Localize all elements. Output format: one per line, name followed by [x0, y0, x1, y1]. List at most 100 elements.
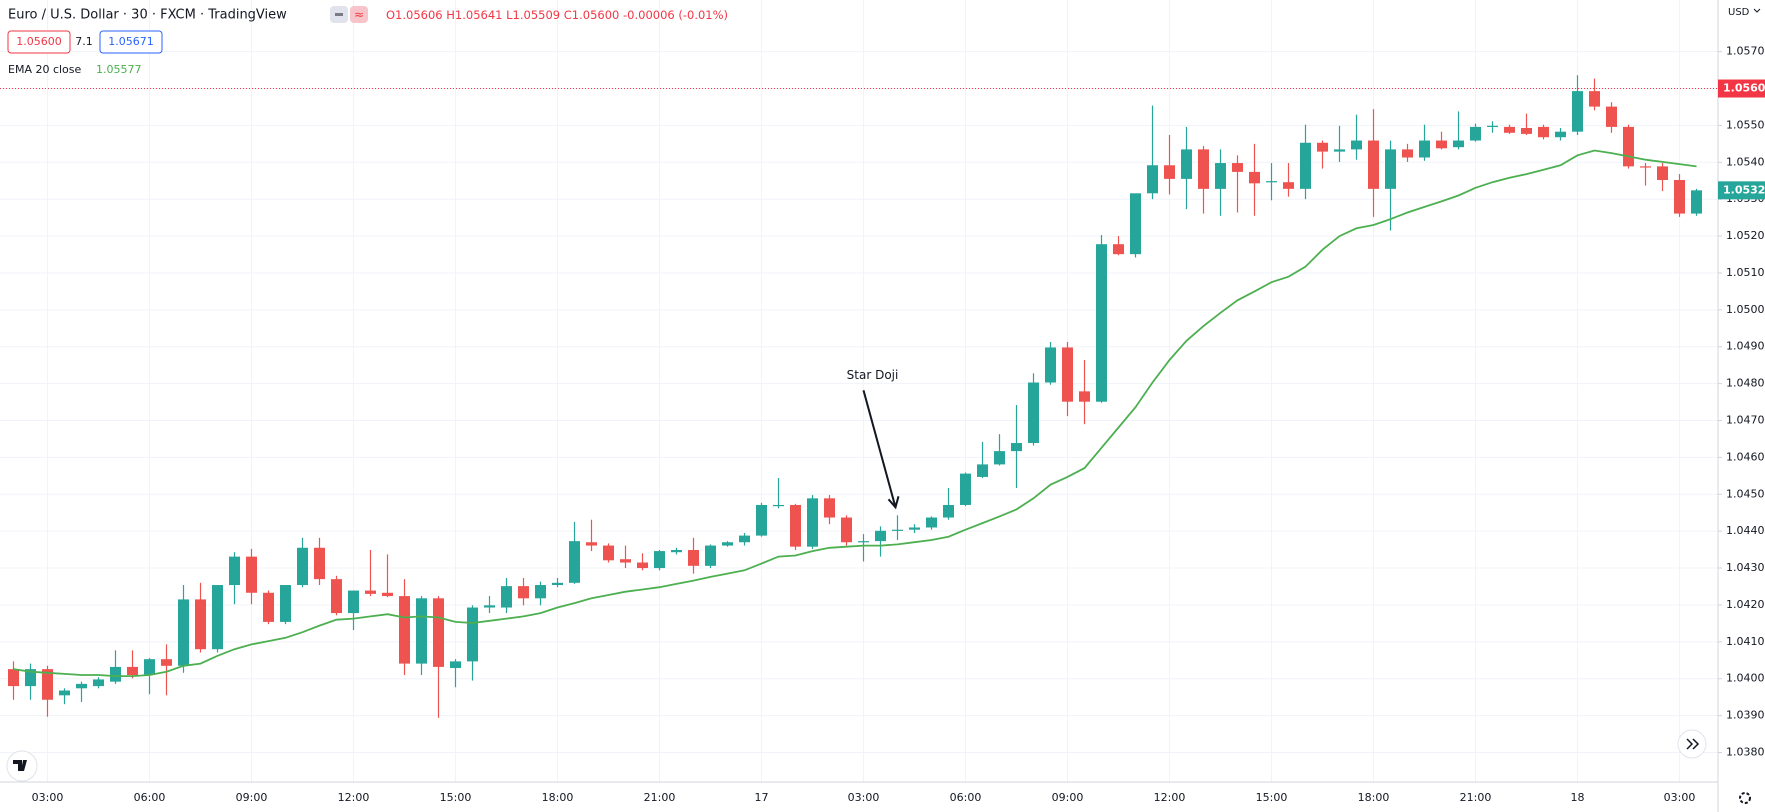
candle-body: [977, 464, 988, 477]
candle-body: [297, 547, 308, 586]
candle-body: [1436, 140, 1447, 149]
y-tick-label: 1.04000: [1726, 672, 1765, 685]
candle-body: [654, 551, 665, 569]
candle-body: [1079, 391, 1090, 402]
ohlc-low: L1.05509: [506, 8, 560, 22]
candle-body: [1572, 91, 1583, 132]
y-tick-label: 1.04100: [1726, 635, 1765, 648]
ohlc-high: H1.05641: [446, 8, 502, 22]
y-tick-label: 1.05100: [1726, 266, 1765, 279]
candle-body: [127, 666, 138, 676]
x-tick-label: 03:00: [1664, 791, 1696, 804]
y-tick-label: 1.04400: [1726, 524, 1765, 537]
x-tick-label: 09:00: [236, 791, 268, 804]
price-label-box: [1718, 181, 1765, 200]
candle-body: [1555, 131, 1566, 138]
y-tick-label: 1.04200: [1726, 598, 1765, 611]
candle-body: [688, 549, 699, 566]
currency-caret[interactable]: [1753, 8, 1761, 13]
candle-body: [1249, 171, 1260, 184]
candle-body: [1691, 190, 1702, 214]
candle-body: [195, 599, 206, 650]
grid: [0, 0, 1718, 782]
candle-body: [552, 582, 563, 586]
candle-body: [603, 545, 614, 561]
candle-body: [1589, 91, 1600, 107]
ask-box[interactable]: [99, 30, 163, 54]
ema-line: [13, 149, 1697, 677]
candle-body: [450, 661, 461, 669]
x-tick-label: 15:00: [1256, 791, 1288, 804]
candle-body: [1096, 244, 1107, 402]
candle-body: [1470, 126, 1481, 141]
candle-body: [1198, 149, 1209, 189]
y-tick-label: 1.04700: [1726, 414, 1765, 427]
x-tick-label: 12:00: [338, 791, 370, 804]
x-tick-label: 18:00: [542, 791, 574, 804]
candle-body: [280, 585, 291, 622]
candle-body: [1606, 106, 1617, 127]
candle-body: [535, 585, 546, 599]
candle-body: [501, 586, 512, 608]
candle-body: [246, 556, 257, 593]
x-tick-label: 21:00: [1460, 791, 1492, 804]
candle-body: [93, 679, 104, 687]
y-tick-label: 1.04300: [1726, 561, 1765, 574]
candle-body: [1181, 149, 1192, 179]
indicator-name[interactable]: EMA 20 close: [8, 63, 82, 76]
candle-body: [1453, 140, 1464, 148]
annotation: Star Doji: [847, 368, 899, 382]
candle-body: [569, 541, 580, 583]
candle-body: [382, 592, 393, 597]
candle-body: [76, 683, 87, 689]
toggle[interactable]: [350, 6, 368, 23]
y-tick-label: 1.05500: [1726, 118, 1765, 131]
y-tick-label: 1.03900: [1726, 709, 1765, 722]
candle-body: [790, 504, 801, 547]
candle-body: [1538, 126, 1549, 138]
ohlc-open: O1.05606: [386, 8, 443, 22]
candle-body: [212, 585, 223, 650]
candle-body: [161, 659, 172, 666]
candle-body: [1113, 244, 1124, 255]
candle-body: [433, 598, 444, 667]
logo-mark: [13, 760, 27, 771]
price-label: 1.05324: [1723, 183, 1765, 196]
candle-body: [42, 669, 53, 700]
symbol-title[interactable]: Euro / U.S. Dollar · 30 · FXCM · Trading…: [8, 8, 287, 23]
settings-button[interactable]: [1739, 792, 1751, 804]
candle-body: [586, 542, 597, 546]
toggle-icon: ≈: [354, 8, 364, 22]
candle-body: [807, 498, 818, 547]
bid: 1.05600: [16, 35, 62, 48]
candle-body: [1147, 165, 1158, 194]
bid-box[interactable]: [7, 30, 71, 54]
candle-body: [1164, 165, 1175, 179]
price-label: 1.05600: [1723, 82, 1765, 95]
candle-body: [722, 542, 733, 546]
candle-body: [773, 504, 784, 507]
candle-body: [1028, 382, 1039, 444]
candle-body: [144, 659, 155, 676]
y-tick-label: 1.03800: [1726, 745, 1765, 758]
candle-body: [620, 559, 631, 563]
candle-body: [1300, 142, 1311, 189]
candle-body: [1317, 142, 1328, 152]
y-tick-label: 1.05000: [1726, 303, 1765, 316]
y-tick-label: 1.04800: [1726, 377, 1765, 390]
candle-body: [1402, 149, 1413, 158]
x-tick-label: 21:00: [644, 791, 676, 804]
currency: USD: [1728, 7, 1750, 18]
x-tick-label: 03:00: [848, 791, 880, 804]
candle-body: [943, 504, 954, 518]
x-tick-label: 17: [755, 791, 769, 804]
candle-body: [875, 530, 886, 542]
x-tick-label: 06:00: [950, 791, 982, 804]
annotation-arrow: [862, 390, 897, 508]
candle-body: [1623, 126, 1634, 167]
x-tick-label: 18:00: [1358, 791, 1390, 804]
candle-body: [1640, 166, 1651, 168]
spread: 7.1: [75, 35, 93, 48]
